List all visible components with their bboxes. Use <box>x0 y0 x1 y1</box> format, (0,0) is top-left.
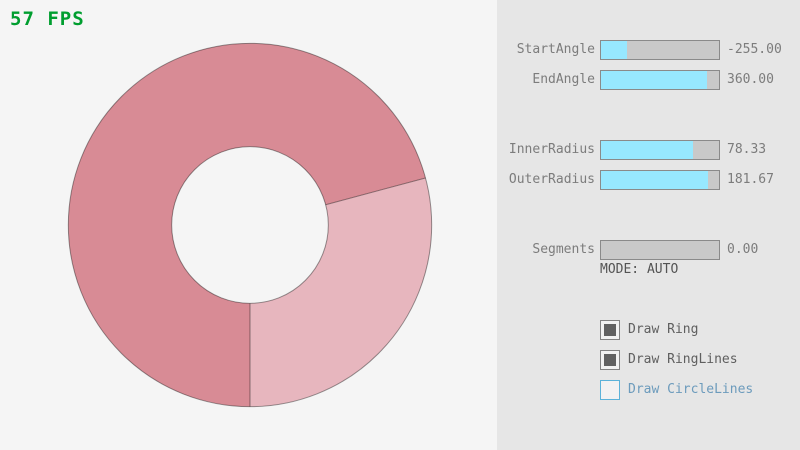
mode-label: MODE: AUTO <box>600 262 679 277</box>
ring-sector-overlap <box>68 43 426 407</box>
slider-value: -255.00 <box>727 42 782 57</box>
checkbox-label: Draw Ring <box>628 322 699 337</box>
slider-row-startangle: StartAngle -255.00 <box>0 40 800 60</box>
slider-outerradius[interactable] <box>600 170 720 190</box>
slider-label: InnerRadius <box>508 142 595 157</box>
check-mark <box>604 324 616 336</box>
slider-row-endangle: EndAngle 360.00 <box>0 70 800 90</box>
slider-row-segments: Segments 0.00 <box>0 240 800 260</box>
slider-label: Segments <box>532 242 595 257</box>
slider-fill <box>601 71 708 89</box>
slider-startangle[interactable] <box>600 40 720 60</box>
checkbox-draw-ring[interactable]: Draw Ring <box>600 320 800 340</box>
checkbox-draw-circlelines[interactable]: Draw CircleLines <box>600 380 800 400</box>
checkbox-label: Draw RingLines <box>628 352 738 367</box>
slider-value: 360.00 <box>727 72 774 87</box>
slider-fill <box>601 41 627 59</box>
slider-innerradius[interactable] <box>600 140 720 160</box>
ring-outline-inner <box>171 146 329 304</box>
slider-fill <box>601 171 709 189</box>
ring-cap-line-end <box>325 177 426 206</box>
slider-row-innerradius: InnerRadius 78.33 <box>0 140 800 160</box>
ring-outline-outer <box>67 42 433 408</box>
slider-label: OuterRadius <box>508 172 595 187</box>
slider-endangle[interactable] <box>600 70 720 90</box>
fps-counter: 57 FPS <box>10 8 85 30</box>
checkbox-box[interactable] <box>600 350 620 370</box>
checkbox-box[interactable] <box>600 320 620 340</box>
slider-fill <box>601 141 694 159</box>
checkbox-draw-ringlines[interactable]: Draw RingLines <box>600 350 800 370</box>
slider-value: 0.00 <box>727 242 759 257</box>
check-mark <box>604 354 616 366</box>
slider-segments[interactable] <box>600 240 720 260</box>
checkbox-box[interactable] <box>600 380 620 400</box>
slider-label: StartAngle <box>516 42 595 57</box>
slider-value: 78.33 <box>727 142 767 157</box>
checkbox-label: Draw CircleLines <box>628 382 754 397</box>
slider-label: EndAngle <box>532 72 595 87</box>
ring-sector-single <box>250 177 432 407</box>
slider-row-outerradius: OuterRadius 181.67 <box>0 170 800 190</box>
slider-value: 181.67 <box>727 172 774 187</box>
